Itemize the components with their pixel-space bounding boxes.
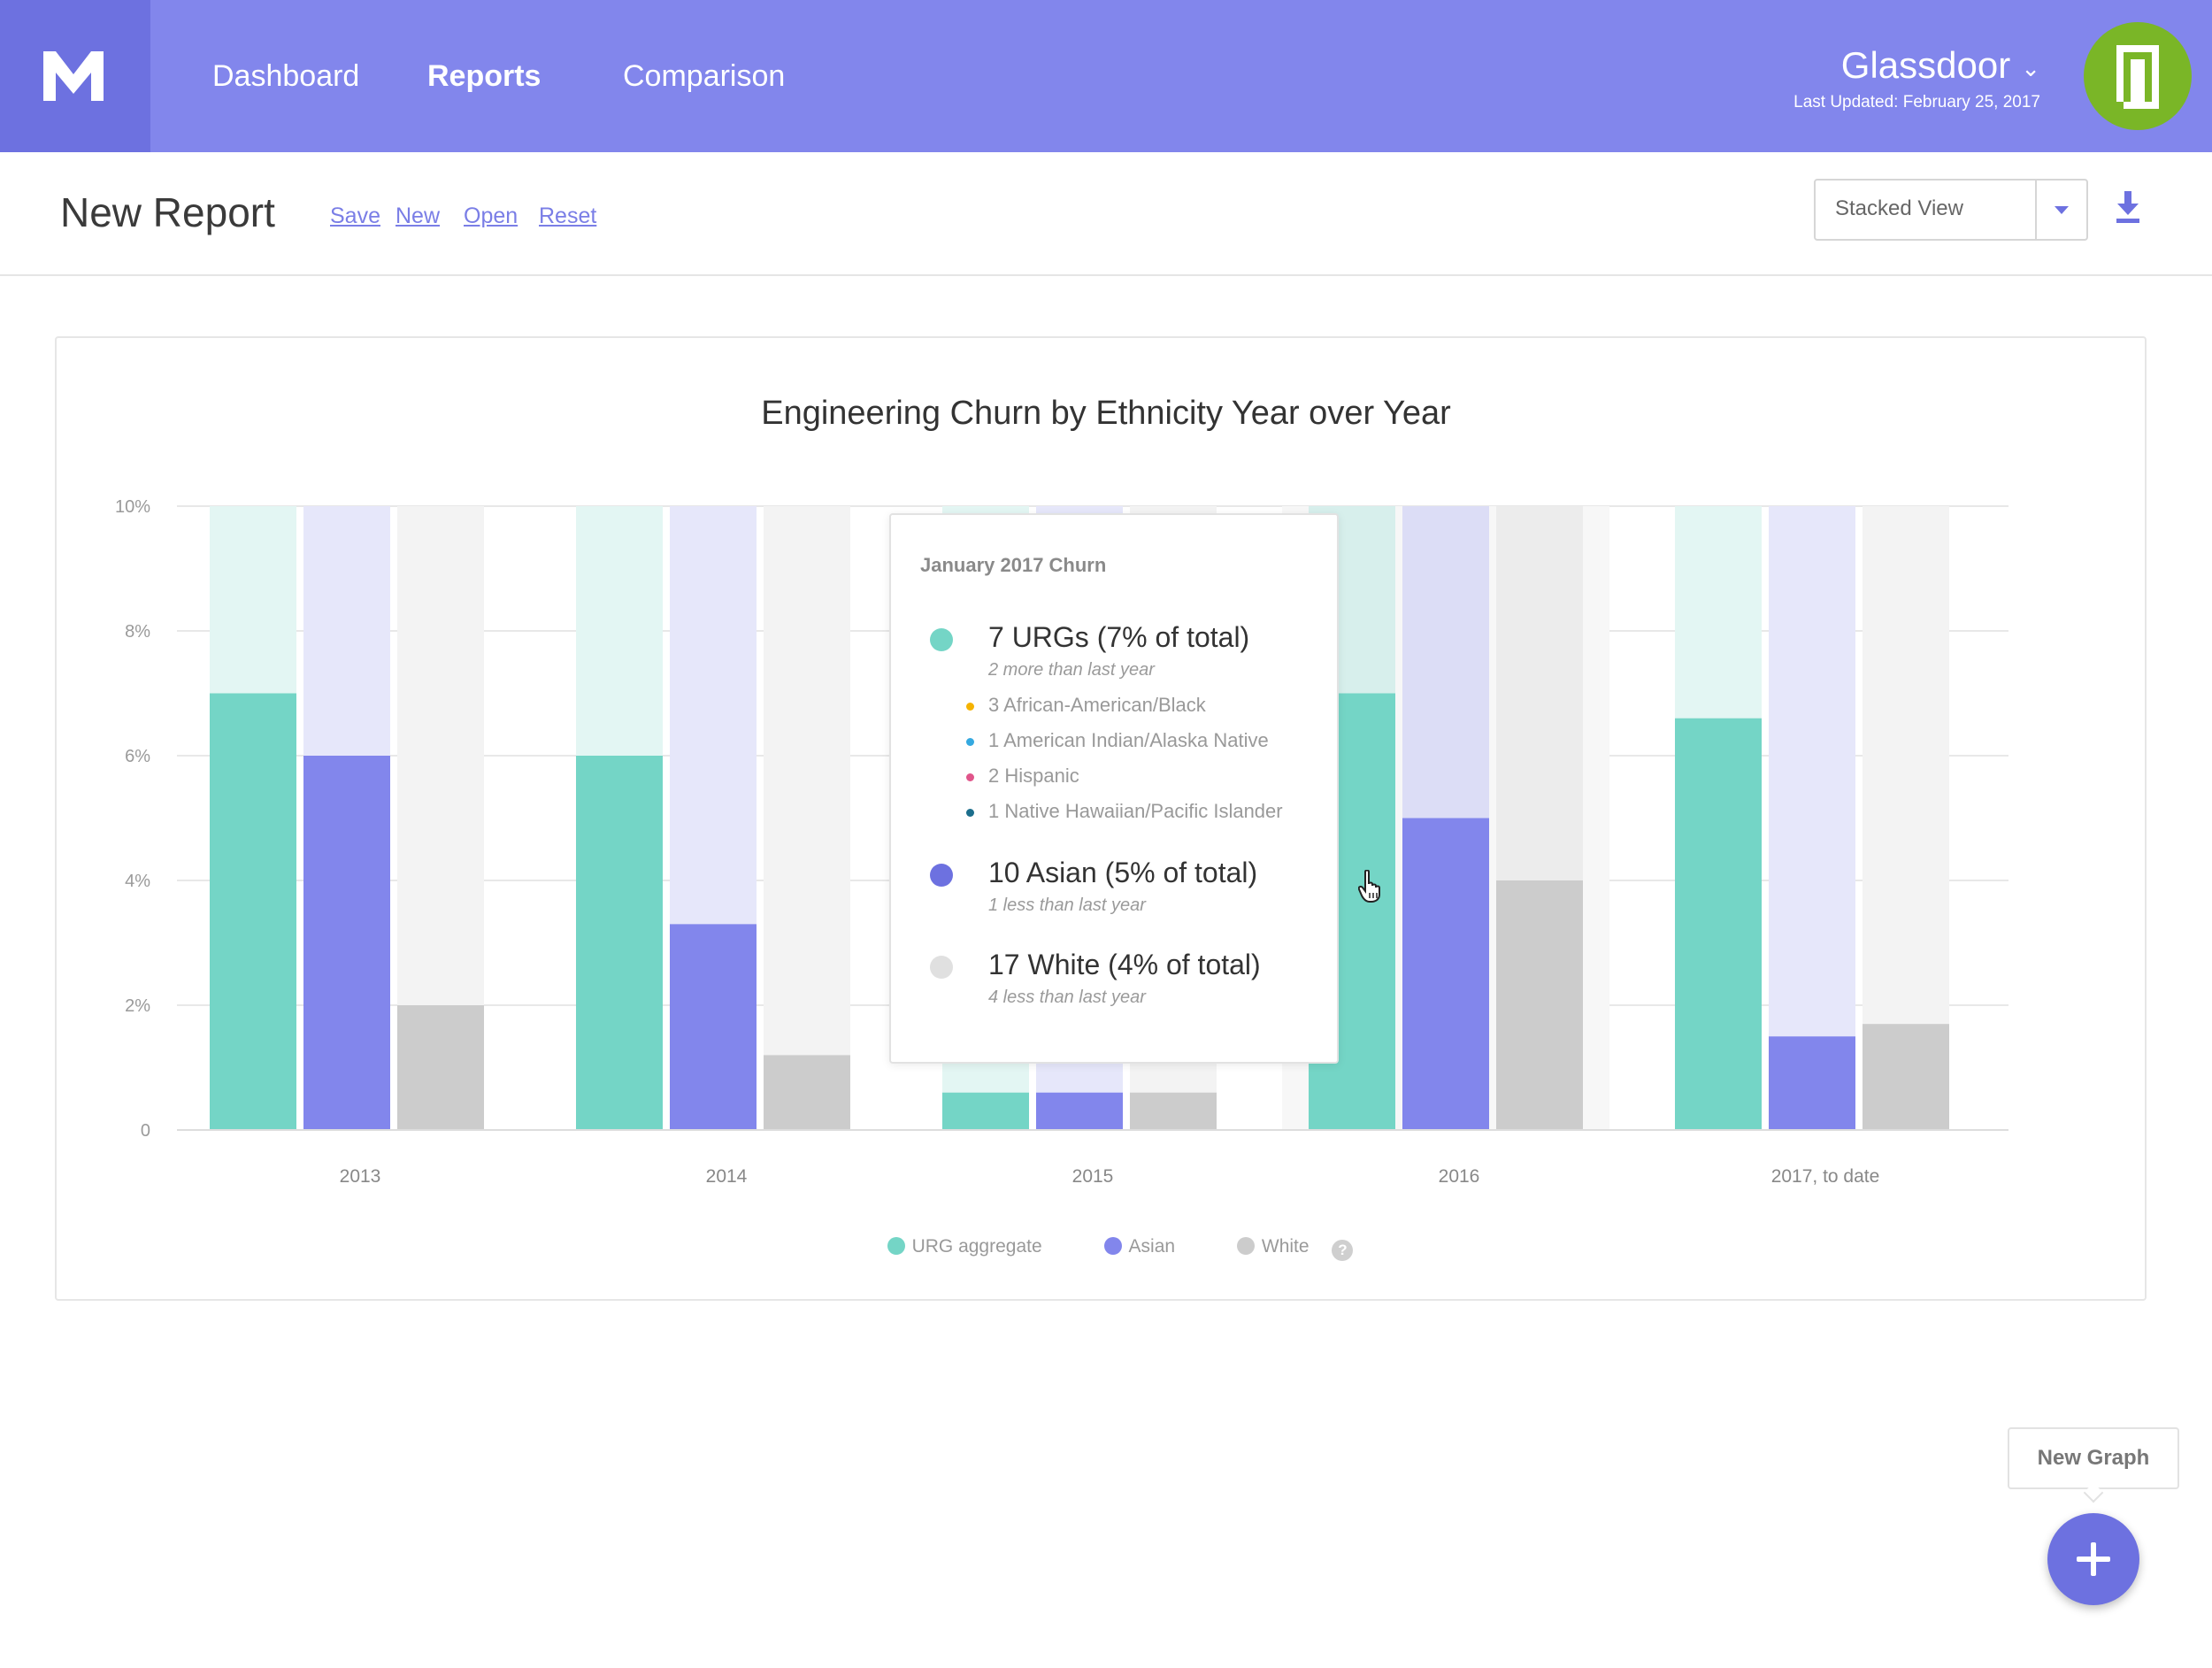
add-graph-button[interactable] bbox=[2047, 1513, 2139, 1605]
tooltip-breakdown-item: 1 Native Hawaiian/Pacific Islander bbox=[966, 798, 1283, 825]
tooltip-group-label: 17 White (4% of total) bbox=[988, 949, 1261, 980]
tooltip-group-label: 7 URGs (7% of total) bbox=[988, 621, 1250, 653]
tooltip-group-label: 10 Asian (5% of total) bbox=[988, 857, 1258, 888]
legend-swatch bbox=[1103, 1237, 1122, 1255]
company-avatar[interactable] bbox=[2084, 22, 2192, 130]
bar-remainder bbox=[1496, 506, 1583, 880]
logo-m-icon bbox=[43, 51, 104, 101]
last-updated: Last Updated: February 25, 2017 bbox=[1793, 92, 2040, 111]
nav-reports[interactable]: Reports bbox=[427, 59, 541, 93]
y-tick-label: 10% bbox=[115, 497, 150, 517]
bar-remainder bbox=[210, 506, 296, 694]
save-link[interactable]: Save bbox=[330, 204, 380, 228]
legend-label: White bbox=[1261, 1236, 1310, 1257]
chart-title: Engineering Churn by Ethnicity Year over… bbox=[761, 395, 1451, 432]
breakdown-dot bbox=[966, 809, 974, 817]
tooltip-group-sub: 2 more than last year bbox=[988, 660, 1155, 680]
tooltip-group-sub: 1 less than last year bbox=[988, 895, 1146, 915]
help-icon[interactable]: ? bbox=[1332, 1240, 1354, 1261]
legend-asian[interactable]: Asian bbox=[1103, 1234, 1176, 1259]
breakdown-label: 2 Hispanic bbox=[988, 765, 1079, 787]
bar-remainder bbox=[1402, 506, 1489, 819]
bar bbox=[1863, 1024, 1949, 1130]
y-tick-label: 8% bbox=[125, 622, 150, 642]
view-select-value: Stacked View bbox=[1835, 196, 1963, 220]
bar bbox=[670, 924, 757, 1130]
legend-label: Asian bbox=[1128, 1236, 1176, 1257]
bar-remainder bbox=[576, 506, 663, 756]
bar-remainder bbox=[1863, 506, 1949, 1025]
nav-dashboard[interactable]: Dashboard bbox=[212, 59, 360, 93]
breakdown-label: 1 Native Hawaiian/Pacific Islander bbox=[988, 800, 1283, 822]
breakdown-label: 3 African-American/Black bbox=[988, 694, 1206, 716]
bar bbox=[764, 1055, 850, 1130]
bar-remainder bbox=[303, 506, 390, 756]
new-link[interactable]: New bbox=[396, 204, 441, 228]
x-tick-label: 2013 bbox=[340, 1166, 381, 1187]
bar-remainder bbox=[1675, 506, 1762, 719]
company-name: Glassdoor bbox=[1840, 44, 2011, 86]
bar-remainder bbox=[1769, 506, 1855, 1037]
bar bbox=[1130, 1092, 1217, 1130]
company-switcher[interactable]: Glassdoor ⌄ Last Updated: February 25, 20… bbox=[1793, 42, 2040, 114]
bar bbox=[1496, 880, 1583, 1130]
app-logo[interactable] bbox=[0, 0, 150, 152]
tooltip-title: January 2017 Churn bbox=[920, 554, 1107, 576]
reset-link[interactable]: Reset bbox=[539, 204, 597, 228]
hand-cursor-icon bbox=[1358, 870, 1380, 903]
chevron-down-icon: ⌄ bbox=[2021, 54, 2040, 81]
bar-remainder bbox=[764, 506, 850, 1056]
download-icon[interactable] bbox=[2115, 189, 2141, 225]
tooltip-breakdown-item: 1 American Indian/Alaska Native bbox=[966, 727, 1269, 754]
bar bbox=[397, 1005, 484, 1130]
legend-urg[interactable]: URG aggregate bbox=[887, 1234, 1042, 1259]
legend-label: URG aggregate bbox=[911, 1236, 1042, 1257]
bar-remainder bbox=[670, 506, 757, 925]
x-tick-label: 2014 bbox=[706, 1166, 748, 1187]
tooltip-breakdown-item: 2 Hispanic bbox=[966, 763, 1079, 789]
open-link[interactable]: Open bbox=[464, 204, 518, 228]
breakdown-label: 1 American Indian/Alaska Native bbox=[988, 729, 1269, 751]
bar bbox=[576, 756, 663, 1130]
tooltip-swatch bbox=[930, 956, 953, 979]
bar bbox=[303, 756, 390, 1130]
y-tick-label: 6% bbox=[125, 747, 150, 766]
report-title: New Report bbox=[60, 189, 275, 235]
y-tick-label: 4% bbox=[125, 872, 150, 891]
legend-swatch bbox=[887, 1237, 905, 1255]
y-tick-label: 2% bbox=[125, 996, 150, 1016]
breakdown-dot bbox=[966, 738, 974, 746]
x-tick-label: 2016 bbox=[1439, 1166, 1480, 1187]
tooltip-swatch bbox=[930, 864, 953, 887]
top-nav: Dashboard Reports Comparison Glassdoor ⌄ … bbox=[0, 0, 2212, 152]
bar bbox=[942, 1092, 1029, 1130]
bar bbox=[210, 693, 296, 1130]
bar-remainder bbox=[397, 506, 484, 1005]
chart-tooltip: January 2017 Churn 7 URGs (7% of total) … bbox=[889, 513, 1339, 1064]
x-tick-label: 2015 bbox=[1072, 1166, 1114, 1187]
legend-swatch bbox=[1236, 1237, 1255, 1255]
tooltip-group-sub: 4 less than last year bbox=[988, 988, 1146, 1007]
bar bbox=[1675, 718, 1762, 1130]
nav-comparison[interactable]: Comparison bbox=[623, 59, 786, 93]
view-select[interactable]: Stacked View bbox=[1814, 179, 2088, 241]
bar bbox=[1402, 818, 1489, 1130]
bar bbox=[1769, 1036, 1855, 1130]
new-graph-tooltip: New Graph bbox=[2008, 1427, 2179, 1489]
tooltip-breakdown-item: 3 African-American/Black bbox=[966, 692, 1206, 719]
bar bbox=[1036, 1092, 1123, 1130]
chevron-down-icon[interactable] bbox=[2035, 181, 2086, 239]
breakdown-dot bbox=[966, 773, 974, 781]
y-tick-label: 0 bbox=[141, 1121, 150, 1141]
tooltip-swatch bbox=[930, 628, 953, 651]
x-tick-label: 2017, to date bbox=[1771, 1166, 1880, 1187]
report-header: New Report Save New Open Reset Stacked V… bbox=[0, 152, 2212, 276]
breakdown-dot bbox=[966, 703, 974, 711]
glassdoor-logo-icon bbox=[2116, 45, 2159, 109]
legend-white[interactable]: White bbox=[1236, 1234, 1310, 1259]
chart-legend: URG aggregate Asian White ? bbox=[0, 1234, 2212, 1261]
